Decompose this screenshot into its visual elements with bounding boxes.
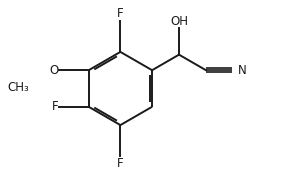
Text: F: F xyxy=(117,7,124,20)
Text: CH₃: CH₃ xyxy=(7,81,29,94)
Text: OH: OH xyxy=(170,15,188,28)
Text: F: F xyxy=(117,157,124,170)
Text: O: O xyxy=(50,64,59,77)
Text: F: F xyxy=(52,100,59,113)
Text: N: N xyxy=(238,64,247,77)
